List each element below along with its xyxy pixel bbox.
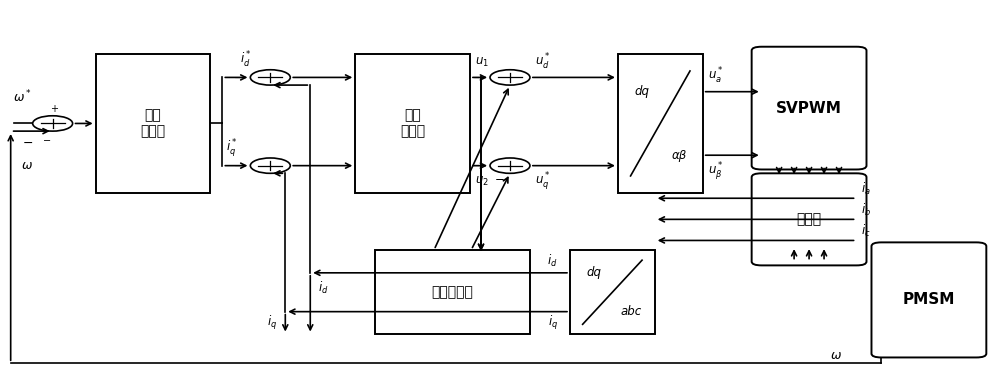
Bar <box>570 250 655 335</box>
Text: 逆变器: 逆变器 <box>797 213 822 226</box>
Text: $\omega$: $\omega$ <box>21 159 33 172</box>
Bar <box>96 54 210 192</box>
Bar <box>618 54 703 192</box>
Text: $u_2\ -$: $u_2\ -$ <box>475 174 505 187</box>
Circle shape <box>250 158 290 173</box>
Text: $\omega$: $\omega$ <box>830 349 842 362</box>
Text: $i_b$: $i_b$ <box>861 202 872 218</box>
Text: $i_d$: $i_d$ <box>318 280 329 296</box>
Text: $u_1$: $u_1$ <box>475 55 489 69</box>
Text: 转速
控制器: 转速 控制器 <box>140 108 166 139</box>
Text: $i_q$: $i_q$ <box>267 314 277 332</box>
Text: $-$: $-$ <box>472 71 484 84</box>
Text: $i_c$: $i_c$ <box>861 223 871 239</box>
Text: $u_d^*$: $u_d^*$ <box>535 52 551 72</box>
Text: $i_d^*$: $i_d^*$ <box>240 50 252 70</box>
Text: $-$: $-$ <box>233 71 244 84</box>
Text: $u_\beta^*$: $u_\beta^*$ <box>708 159 723 182</box>
Text: αβ: αβ <box>671 149 687 162</box>
Text: PMSM: PMSM <box>903 293 955 307</box>
Bar <box>375 250 530 335</box>
Text: $-$: $-$ <box>42 134 51 144</box>
Text: $i_q^*$: $i_q^*$ <box>226 137 238 159</box>
Text: $u_q^*$: $u_q^*$ <box>535 170 551 192</box>
Text: $-$: $-$ <box>472 159 484 172</box>
Text: $+$: $+$ <box>50 104 59 114</box>
Text: $i_a$: $i_a$ <box>861 181 871 197</box>
Text: 电流
控制器: 电流 控制器 <box>400 108 425 139</box>
Text: SVPWM: SVPWM <box>776 100 842 115</box>
Circle shape <box>490 70 530 85</box>
Text: $i_d$: $i_d$ <box>547 253 558 270</box>
Bar <box>355 54 470 192</box>
Circle shape <box>490 158 530 173</box>
Circle shape <box>33 116 73 131</box>
Text: $-$: $-$ <box>233 159 244 172</box>
Text: $-$: $-$ <box>22 136 33 149</box>
Text: dq: dq <box>634 85 649 98</box>
Text: abc: abc <box>620 305 642 318</box>
Circle shape <box>250 70 290 85</box>
Text: $u_a^*$: $u_a^*$ <box>708 66 723 86</box>
Text: $\omega^*$: $\omega^*$ <box>13 88 32 105</box>
FancyBboxPatch shape <box>871 243 986 357</box>
FancyBboxPatch shape <box>752 47 866 169</box>
Text: dq: dq <box>586 266 601 280</box>
FancyBboxPatch shape <box>752 173 866 265</box>
Text: 解耦项辨识: 解耦项辨识 <box>432 285 474 299</box>
Text: $i_q$: $i_q$ <box>548 314 558 332</box>
